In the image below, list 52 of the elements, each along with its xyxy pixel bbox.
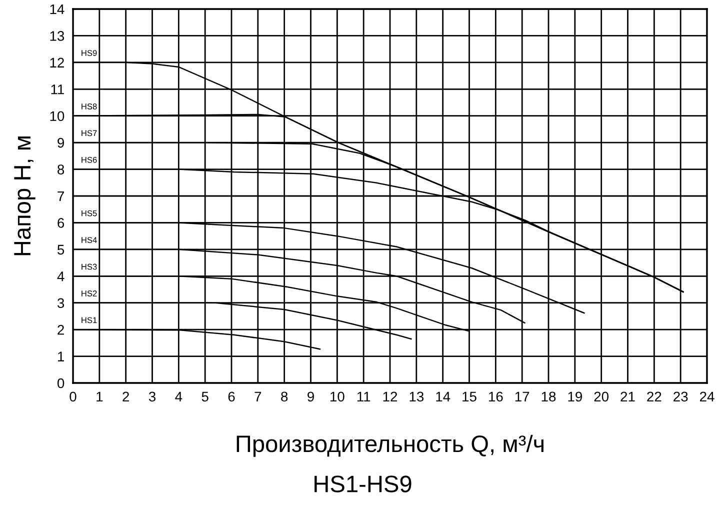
x-tick-label: 1 xyxy=(96,392,103,402)
x-tick-label: 11 xyxy=(357,392,370,402)
x-tick-label: 20 xyxy=(594,392,609,402)
x-tick-label: 18 xyxy=(542,392,556,402)
x-tick-label: 16 xyxy=(489,392,503,402)
x-tick-label: 23 xyxy=(674,392,688,402)
y-tick-label: 10 xyxy=(50,111,64,122)
series-label: HS2 xyxy=(82,290,97,296)
y-tick-label: 2 xyxy=(58,324,64,335)
series-label: HS3 xyxy=(82,264,97,270)
x-tick-label: 17 xyxy=(515,392,530,402)
y-tick-label: 0 xyxy=(57,378,64,388)
y-tick-label: 5 xyxy=(58,244,64,255)
x-tick-label: 5 xyxy=(202,392,208,402)
x-tick-label: 0 xyxy=(70,392,76,402)
x-tick-label: 14 xyxy=(436,392,450,402)
x-tick-label: 21 xyxy=(620,392,635,402)
series-label: HS4 xyxy=(82,237,97,243)
text: HS1-HS9 xyxy=(314,476,412,492)
y-axis-title: Напор H, м xyxy=(14,136,36,256)
series-label: HS7 xyxy=(82,130,97,136)
x-tick-label: 22 xyxy=(647,392,662,402)
y-tick-label: 4 xyxy=(57,272,64,282)
series-label: HS8 xyxy=(82,104,97,110)
x-axis-title: Производительность Q, м³/ч xyxy=(236,434,544,457)
x-tick-label: 4 xyxy=(175,392,182,402)
x-tick-label: 7 xyxy=(254,392,262,402)
y-tick-label: 7 xyxy=(58,191,64,202)
series-label: HS9 xyxy=(82,50,97,56)
x-tick-label: 8 xyxy=(281,392,288,402)
y-tick-label: 13 xyxy=(50,31,64,41)
y-tick-label: 9 xyxy=(58,138,64,148)
x-tick-label: 2 xyxy=(122,392,129,402)
y-tick-label: 6 xyxy=(58,218,64,228)
series-label: HS6 xyxy=(82,156,97,163)
x-tick-label: 15 xyxy=(462,392,476,402)
x-tick-label: 13 xyxy=(410,392,424,402)
y-tick-label: 14 xyxy=(50,4,64,14)
y-tick-label: 3 xyxy=(57,298,64,308)
y-tick-label: 11 xyxy=(51,84,64,94)
y-tick-label: 8 xyxy=(58,164,64,174)
x-tick-label: 6 xyxy=(228,392,235,402)
x-tick-label: 12 xyxy=(383,392,398,402)
series-label: HS1 xyxy=(82,317,97,324)
x-tick-label: 3 xyxy=(148,392,156,402)
y-tick-label: 12 xyxy=(50,58,64,68)
x-tick-label: 10 xyxy=(330,392,344,402)
x-tick-label: 24 xyxy=(700,392,714,402)
series-label: HS5 xyxy=(82,210,97,216)
x-tick-label: 19 xyxy=(568,392,582,402)
x-tick-label: 9 xyxy=(308,392,314,402)
y-tick-label: 1 xyxy=(58,352,64,362)
